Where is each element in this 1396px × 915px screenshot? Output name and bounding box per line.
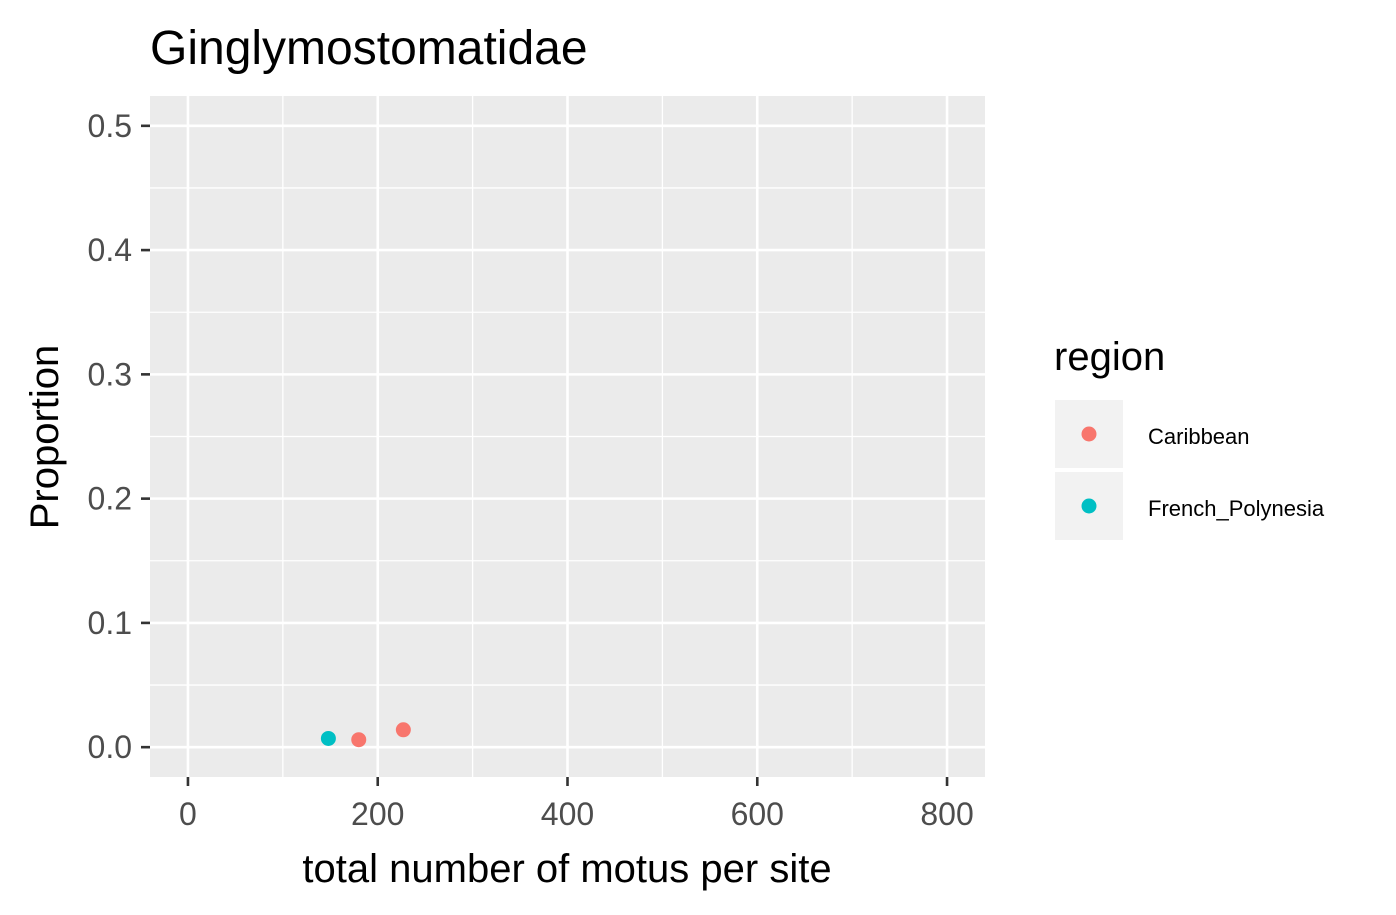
x-tick-label: 400 [541, 796, 594, 832]
legend-label: Caribbean [1148, 424, 1250, 449]
y-tick-label: 0.3 [88, 356, 132, 392]
legend: region Caribbean French_Polynesia [1054, 335, 1325, 540]
x-tick-label: 600 [731, 796, 784, 832]
legend-key-point [1081, 498, 1097, 514]
y-tick-label: 0.2 [88, 481, 132, 517]
legend-title: region [1054, 335, 1165, 379]
y-tick-label: 0.5 [88, 108, 132, 144]
x-tick-label: 0 [179, 796, 197, 832]
data-point [351, 732, 367, 748]
x-tick-label: 200 [351, 796, 404, 832]
data-point [320, 730, 336, 746]
major-gridlines [150, 96, 985, 777]
y-tick-label: 0.0 [88, 729, 132, 765]
data-points [320, 722, 411, 748]
x-tick-label: 800 [920, 796, 973, 832]
data-point [395, 722, 411, 738]
y-tick-label: 0.1 [88, 605, 132, 641]
y-axis-title: Proportion [23, 345, 67, 530]
x-axis-title: total number of motus per site [302, 847, 831, 891]
y-axis: 0.0 0.1 0.2 0.3 0.4 0.5 [88, 108, 150, 765]
y-tick-label: 0.4 [88, 232, 132, 268]
x-axis: 0 200 400 600 800 [179, 777, 974, 832]
legend-key-point [1081, 426, 1097, 442]
chart-title: Ginglymostomatidae [150, 22, 588, 75]
legend-label: French_Polynesia [1148, 496, 1325, 521]
